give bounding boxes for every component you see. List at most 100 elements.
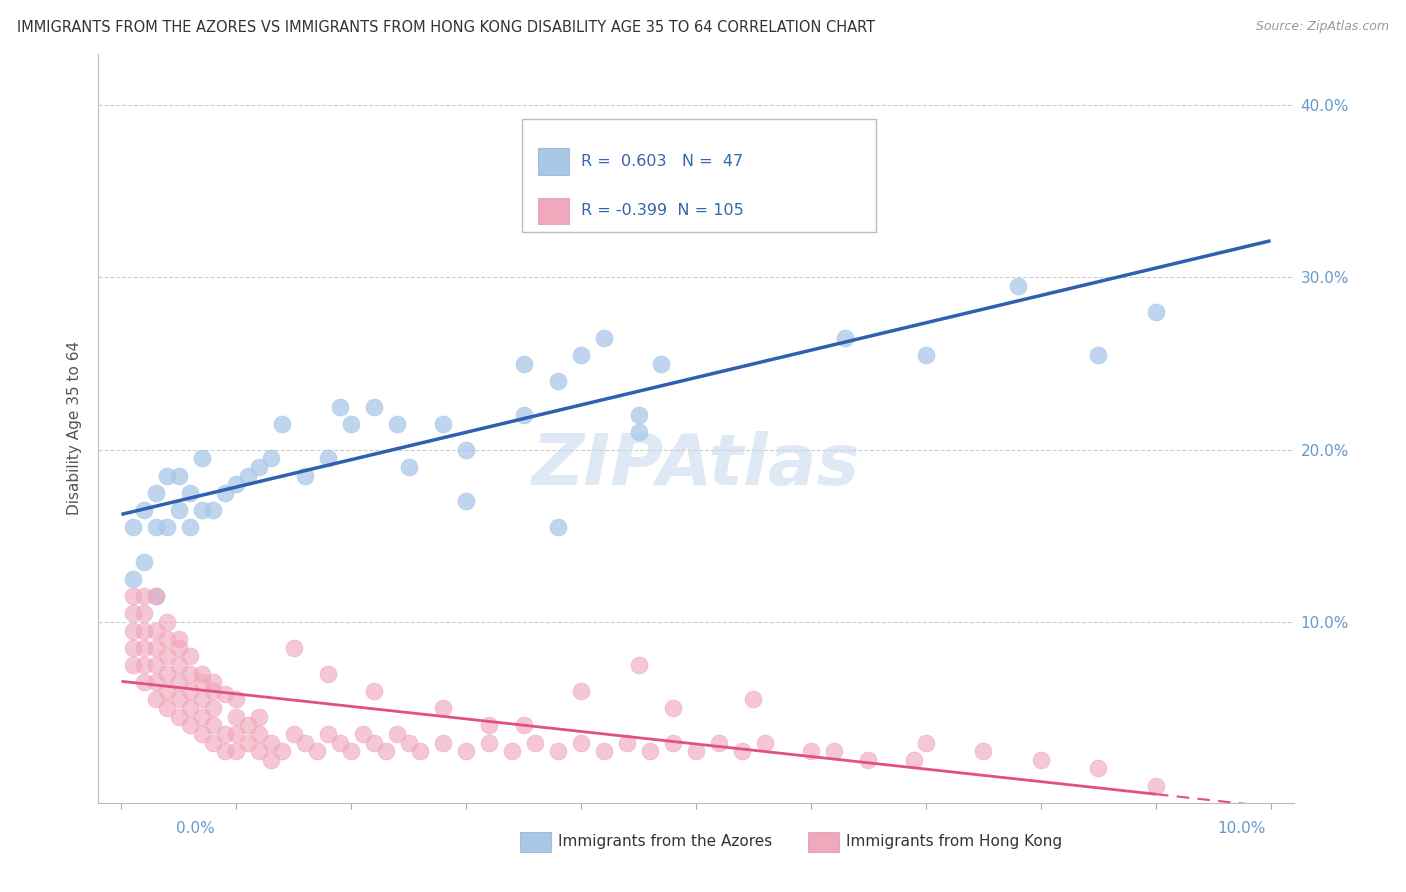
Point — [1144, 779, 1167, 793]
Point — [156, 615, 179, 629]
Point — [398, 459, 420, 474]
Text: Immigrants from the Azores: Immigrants from the Azores — [558, 834, 772, 848]
Point — [593, 331, 616, 345]
Point — [627, 425, 650, 440]
Point — [547, 520, 569, 534]
Point — [858, 753, 880, 767]
Point — [156, 468, 179, 483]
Point — [156, 683, 179, 698]
Point — [456, 744, 478, 758]
Point — [593, 744, 616, 758]
Text: R = -0.399  N = 105: R = -0.399 N = 105 — [581, 203, 744, 219]
Point — [316, 666, 339, 681]
Point — [191, 709, 214, 723]
Point — [1087, 761, 1109, 775]
Point — [247, 709, 270, 723]
Point — [305, 744, 328, 758]
Point — [145, 589, 167, 603]
Point — [1144, 305, 1167, 319]
Point — [167, 709, 190, 723]
Point — [145, 640, 167, 655]
Point — [202, 735, 225, 749]
Point — [627, 658, 650, 673]
Point — [214, 727, 236, 741]
Text: Immigrants from Hong Kong: Immigrants from Hong Kong — [846, 834, 1063, 848]
Point — [145, 485, 167, 500]
Point — [122, 624, 145, 638]
Point — [283, 727, 305, 741]
Point — [247, 727, 270, 741]
Point — [179, 701, 201, 715]
Point — [145, 624, 167, 638]
Point — [134, 675, 156, 690]
Point — [202, 503, 225, 517]
Point — [179, 520, 201, 534]
Point — [363, 683, 385, 698]
Point — [340, 417, 363, 431]
Point — [145, 658, 167, 673]
Point — [834, 331, 856, 345]
Point — [754, 735, 776, 749]
Point — [271, 744, 294, 758]
Point — [294, 735, 316, 749]
Point — [800, 744, 823, 758]
Point — [145, 520, 167, 534]
Point — [134, 503, 156, 517]
Point — [122, 607, 145, 621]
Text: IMMIGRANTS FROM THE AZORES VS IMMIGRANTS FROM HONG KONG DISABILITY AGE 35 TO 64 : IMMIGRANTS FROM THE AZORES VS IMMIGRANTS… — [17, 20, 875, 35]
Point — [569, 735, 592, 749]
Point — [122, 520, 145, 534]
Point — [432, 417, 454, 431]
Point — [191, 451, 214, 466]
Point — [134, 640, 156, 655]
Point — [650, 357, 672, 371]
Point — [156, 701, 179, 715]
Point — [742, 692, 765, 706]
Point — [236, 468, 259, 483]
Point — [122, 658, 145, 673]
Point — [340, 744, 363, 758]
Point — [685, 744, 707, 758]
Point — [260, 753, 283, 767]
Text: R =  0.603   N =  47: R = 0.603 N = 47 — [581, 154, 742, 169]
Point — [122, 589, 145, 603]
Point — [214, 485, 236, 500]
Point — [512, 357, 534, 371]
Point — [167, 640, 190, 655]
Point — [627, 409, 650, 423]
Point — [134, 555, 156, 569]
Point — [662, 701, 685, 715]
Point — [167, 658, 190, 673]
Text: Source: ZipAtlas.com: Source: ZipAtlas.com — [1256, 20, 1389, 33]
Point — [134, 658, 156, 673]
Point — [478, 735, 501, 749]
Point — [363, 400, 385, 414]
Point — [363, 735, 385, 749]
Point — [512, 409, 534, 423]
Point — [524, 735, 547, 749]
Point — [156, 666, 179, 681]
Text: 10.0%: 10.0% — [1218, 821, 1265, 836]
Point — [134, 624, 156, 638]
Point — [167, 692, 190, 706]
Point — [202, 718, 225, 732]
Point — [179, 649, 201, 664]
Point — [260, 451, 283, 466]
Point — [432, 735, 454, 749]
Point — [662, 735, 685, 749]
Point — [191, 666, 214, 681]
Point — [225, 744, 247, 758]
Point — [1029, 753, 1052, 767]
Point — [374, 744, 396, 758]
Point — [547, 374, 569, 388]
Point — [225, 709, 247, 723]
Point — [903, 753, 925, 767]
Point — [569, 348, 592, 362]
Point — [236, 718, 259, 732]
Point — [294, 468, 316, 483]
Text: ZIPAtlas: ZIPAtlas — [531, 431, 860, 500]
Point — [478, 718, 501, 732]
Point — [156, 649, 179, 664]
Point — [179, 666, 201, 681]
Point — [385, 727, 409, 741]
